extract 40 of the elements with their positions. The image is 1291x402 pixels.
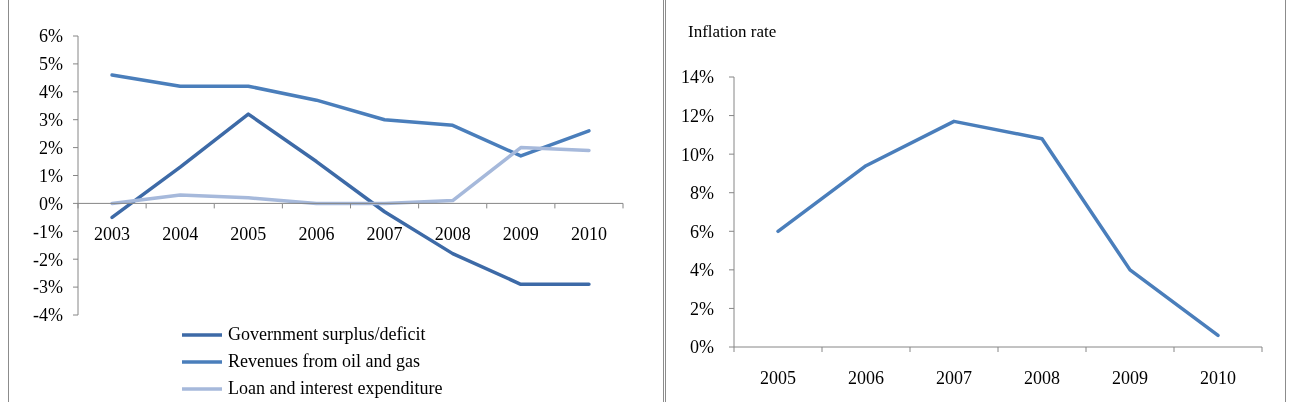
y-tick-label: 12% — [681, 105, 714, 126]
x-tick-label: 2003 — [94, 224, 131, 245]
y-tick-label: 4% — [690, 260, 714, 281]
x-tick-label: 2008 — [1024, 368, 1060, 388]
y-tick-label: 5% — [39, 54, 63, 75]
x-tick-label: 2006 — [298, 224, 335, 245]
x-tick-label: 2006 — [848, 368, 884, 388]
y-tick-label: 1% — [39, 165, 63, 186]
y-tick-label: 10% — [681, 144, 714, 165]
y-tick-label: 3% — [39, 110, 63, 131]
y-tick-label: 6% — [690, 221, 714, 242]
x-tick-label: 2009 — [1112, 368, 1148, 388]
y-tick-label: -3% — [33, 277, 63, 298]
x-tick-label: 2007 — [936, 368, 972, 388]
line-series — [776, 119, 1220, 338]
x-tick-label: 2008 — [434, 224, 471, 245]
chart-title: Inflation rate — [688, 21, 777, 43]
y-tick-label: -1% — [33, 221, 63, 242]
y-tick-label: 4% — [39, 82, 63, 103]
legend-label: Loan and interest expenditure — [228, 377, 443, 400]
line-series — [110, 145, 591, 206]
legend-label: Revenues from oil and gas — [228, 350, 420, 373]
y-tick-label: 2% — [690, 298, 714, 319]
x-tick-label: 2009 — [502, 224, 539, 245]
x-tick-label: 2010 — [570, 224, 607, 245]
x-tick-label: 2005 — [230, 224, 267, 245]
y-tick-label: 14% — [681, 67, 714, 88]
x-tick-label: 2007 — [366, 224, 403, 245]
y-tick-label: 2% — [39, 137, 63, 158]
line-series — [110, 73, 591, 158]
y-tick-label: -2% — [33, 249, 63, 270]
y-tick-label: 8% — [690, 183, 714, 204]
y-tick-label: 0% — [39, 193, 63, 214]
x-tick-label: 2004 — [162, 224, 199, 245]
y-tick-label: -4% — [33, 305, 63, 326]
x-tick-label: 2005 — [760, 368, 796, 388]
y-tick-label: 0% — [690, 337, 714, 358]
legend-label: Government surplus/deficit — [228, 323, 426, 346]
y-tick-label: 6% — [39, 26, 63, 47]
x-tick-label: 2010 — [1200, 368, 1236, 388]
